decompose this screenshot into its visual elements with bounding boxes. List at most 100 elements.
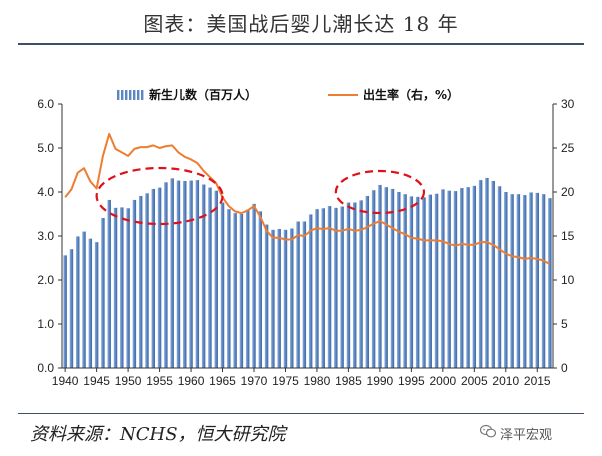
bar-1971: [258, 211, 263, 368]
bar-1962: [201, 184, 206, 368]
x-tick-label: 1965: [209, 374, 236, 388]
legend-bar-swatch: [133, 90, 136, 100]
bar-1982: [327, 206, 332, 368]
bar-1958: [176, 180, 181, 368]
bar-1960: [189, 180, 193, 368]
bar-1965: [220, 202, 225, 368]
x-tick-label: 1980: [304, 374, 331, 388]
bar-1978: [302, 221, 307, 368]
bar-1974: [277, 228, 281, 368]
bar-1941: [69, 249, 74, 368]
bar-2016: [541, 194, 546, 368]
bar-2001: [447, 190, 451, 368]
x-tick-label: 1985: [335, 374, 362, 388]
bar-2010: [504, 192, 508, 368]
bar-1986: [352, 202, 357, 368]
left-tick-label: 4.0: [37, 185, 54, 199]
bar-1949: [120, 207, 124, 368]
x-tick-label: 2010: [492, 374, 519, 388]
bar-1961: [195, 180, 200, 368]
x-tick-label: 1950: [115, 374, 142, 388]
bar-1991: [384, 187, 388, 368]
right-tick-label: 15: [561, 229, 575, 243]
bar-2006: [478, 180, 483, 368]
bar-1987: [359, 200, 363, 368]
bar-1988: [365, 195, 370, 368]
bar-2014: [529, 192, 533, 368]
legend-bar-swatch: [117, 90, 120, 100]
bar-1972: [264, 224, 269, 368]
x-tick-label: 1990: [367, 374, 394, 388]
bar-2012: [516, 194, 521, 368]
right-tick-label: 20: [561, 185, 575, 199]
x-tick-label: 1970: [241, 374, 268, 388]
bar-1979: [308, 214, 313, 368]
x-tick-label: 1975: [272, 374, 299, 388]
chart-title: 图表：美国战后婴儿潮长达 18 年: [143, 12, 459, 36]
bar-1981: [321, 208, 325, 368]
bar-1968: [239, 214, 244, 368]
right-tick-label: 30: [561, 97, 575, 111]
legend-bar-swatch: [137, 90, 140, 100]
watermark: 泽平宏观: [500, 428, 553, 443]
bar-1975: [283, 229, 288, 368]
chart: 0.0 1.0 2.0 3.0 4.0 5.0 6.0 0 5 10 15 20 25 30 1940 194…: [37, 87, 575, 388]
bar-1943: [82, 231, 86, 368]
bar-1969: [245, 209, 250, 368]
left-tick-label: 3.0: [37, 229, 54, 243]
bar-1966: [227, 209, 231, 368]
left-tick-label: 2.0: [37, 273, 54, 287]
bar-1940: [63, 255, 67, 368]
bar-1985: [346, 202, 351, 368]
wechat-icon: [480, 424, 496, 438]
bar-1952: [138, 195, 143, 368]
left-tick-label: 0.0: [37, 361, 54, 375]
bar-1967: [233, 213, 237, 368]
x-tick-label: 1995: [398, 374, 425, 388]
bar-2017: [548, 198, 552, 368]
bar-1990: [378, 184, 382, 368]
legend-bar-swatch: [125, 90, 128, 100]
bar-1948: [113, 207, 118, 368]
highlight-ellipse-2: [334, 169, 426, 215]
title-divider: [18, 43, 584, 45]
x-tick-label: 2015: [524, 374, 551, 388]
bar-1980: [315, 209, 319, 368]
legend-bar-swatch: [141, 90, 144, 100]
bar-2013: [522, 195, 527, 368]
right-tick-label: 10: [561, 273, 575, 287]
bar-1994: [403, 194, 407, 368]
x-tick-label: 2000: [429, 374, 456, 388]
right-tick-label: 25: [561, 141, 575, 155]
left-tick-label: 1.0: [37, 317, 54, 331]
bar-2004: [466, 187, 470, 368]
bar-1997: [422, 197, 426, 368]
bar-2015: [535, 192, 539, 368]
bar-1993: [397, 192, 401, 368]
bar-1995: [409, 196, 414, 368]
bar-2007: [485, 177, 489, 368]
source-divider: [18, 413, 584, 414]
legend-label-birth-rate: 出生率（右，%）: [363, 87, 459, 102]
right-tick-label: 0: [561, 361, 568, 375]
bar-1977: [296, 221, 300, 368]
bar-1951: [132, 199, 137, 368]
highlight-ellipse-1: [95, 166, 224, 226]
bar-1973: [271, 229, 275, 368]
bar-1999: [434, 193, 439, 368]
right-tick-label: 5: [561, 317, 568, 331]
bar-2011: [510, 194, 514, 368]
bar-1983: [334, 207, 338, 368]
x-tick-label: 1945: [83, 374, 110, 388]
bar-1944: [88, 238, 93, 368]
legend-bar-swatch: [129, 90, 132, 100]
bar-1950: [126, 208, 130, 368]
x-tick-label: 1940: [52, 374, 79, 388]
bar-1964: [214, 190, 218, 368]
bar-2005: [472, 185, 477, 368]
bar-2009: [497, 186, 502, 368]
x-tick-label: 1960: [178, 374, 205, 388]
bar-1957: [170, 178, 174, 368]
bar-1959: [183, 181, 187, 368]
bar-1976: [290, 228, 294, 368]
